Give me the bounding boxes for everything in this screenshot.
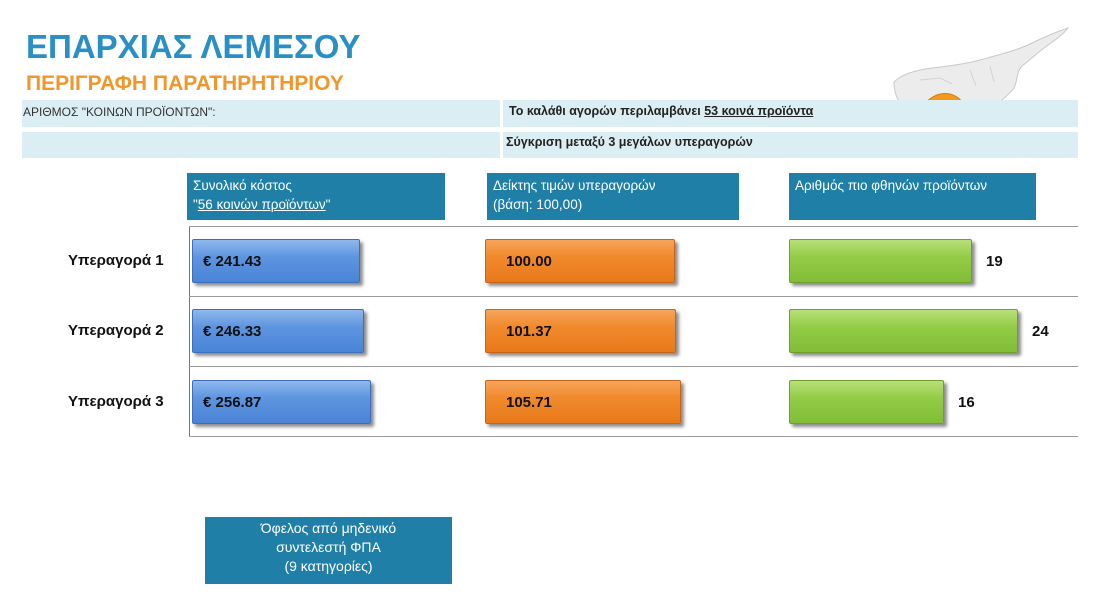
index-value-1: 100.00 xyxy=(506,252,552,270)
cheapest-bar-3 xyxy=(789,380,944,424)
cheapest-value-1: 19 xyxy=(986,253,1003,270)
cheapest-value-2: 24 xyxy=(1032,323,1049,340)
vat-benefit-line1: Όφελος από μηδενικό xyxy=(260,520,397,536)
row-divider-bottom xyxy=(189,436,1078,437)
cost-bar-2: € 246.33 xyxy=(192,309,364,353)
index-bar-2: 101.37 xyxy=(485,309,676,353)
index-bar-3: 105.71 xyxy=(485,380,681,424)
info-band-right-1 xyxy=(503,100,1078,127)
row-label-2: Υπεραγορά 2 xyxy=(68,322,164,339)
info-band-right-2 xyxy=(503,132,1078,158)
page-title: ΕΠΑΡΧΙΑΣ ΛΕΜΕΣΟΥ xyxy=(26,28,361,65)
row-divider-2 xyxy=(189,366,1078,367)
cost-bar-3: € 256.87 xyxy=(192,380,371,424)
header-price-index-line2: (βάση: 100,00) xyxy=(493,197,583,212)
header-cheapest-count-line1: Αριθμός πιο φθηνών προϊόντων xyxy=(795,178,988,193)
vat-benefit-box[interactable]: Όφελος από μηδενικό συντελεστή ΦΠΑ (9 κα… xyxy=(205,517,452,584)
table-left-border xyxy=(189,226,190,436)
cheapest-value-3: 16 xyxy=(958,394,975,411)
header-total-cost: Συνολικό κόστος "56 κοινών προϊόντων" xyxy=(187,173,445,220)
vat-benefit-line3: (9 κατηγορίες) xyxy=(284,558,373,574)
basket-prefix: Το καλάθι αγορών περιλαμβάνει xyxy=(509,104,705,118)
cheapest-bar-2 xyxy=(789,309,1018,353)
row-label-3: Υπεραγορά 3 xyxy=(68,393,164,410)
common-products-link[interactable]: 56 κοινών προϊόντων xyxy=(197,197,326,212)
cheapest-bar-1 xyxy=(789,239,972,283)
index-bar-1: 100.00 xyxy=(485,239,675,283)
cost-value-3: € 256.87 xyxy=(203,393,262,411)
index-value-3: 105.71 xyxy=(506,393,552,411)
common-products-label: ΑΡΙΘΜΟΣ "ΚΟΙΝΩΝ ΠΡΟΪΟΝΤΩΝ": xyxy=(23,105,216,119)
header-total-cost-line2: "56 κοινών προϊόντων" xyxy=(193,197,331,212)
header-total-cost-line1: Συνολικό κόστος xyxy=(193,178,292,193)
index-value-2: 101.37 xyxy=(506,322,552,340)
row-divider-top xyxy=(189,226,1078,227)
row-label-1: Υπεραγορά 1 xyxy=(68,252,164,269)
cost-bar-1: € 241.43 xyxy=(192,239,360,283)
comparison-info: Σύγκριση μεταξύ 3 μεγάλων υπεραγορών xyxy=(506,135,753,149)
header-price-index: Δείκτης τιμών υπεραγορών (βάση: 100,00) xyxy=(487,173,739,220)
page-subtitle: ΠΕΡΙΓΡΑΦΗ ΠΑΡΑΤΗΡΗΤΗΡΙΟΥ xyxy=(26,72,344,95)
header-cheapest-count: Αριθμός πιο φθηνών προϊόντων xyxy=(789,173,1036,220)
row-divider-1 xyxy=(189,296,1078,297)
basket-link[interactable]: 53 κοινά προϊόντα xyxy=(704,104,814,118)
info-band-left-1 xyxy=(22,100,500,127)
info-band-left-2 xyxy=(22,132,500,158)
cost-value-1: € 241.43 xyxy=(203,252,262,270)
basket-info: Το καλάθι αγορών περιλαμβάνει 53 κοινά π… xyxy=(509,104,813,118)
cost-value-2: € 246.33 xyxy=(203,322,262,340)
header-price-index-line1: Δείκτης τιμών υπεραγορών xyxy=(493,178,656,193)
vat-benefit-line2: συντελεστή ΦΠΑ xyxy=(276,539,381,555)
